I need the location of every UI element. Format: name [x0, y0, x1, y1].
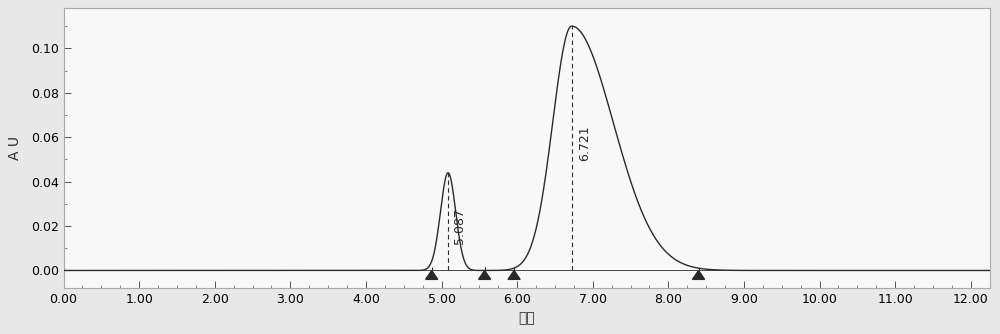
Polygon shape — [426, 271, 438, 279]
Polygon shape — [508, 271, 520, 279]
Y-axis label: A U: A U — [8, 136, 22, 160]
X-axis label: 分钟: 分钟 — [518, 312, 535, 326]
Polygon shape — [693, 271, 705, 279]
Text: 6.721: 6.721 — [578, 126, 591, 161]
Text: 5.087: 5.087 — [453, 208, 466, 244]
Polygon shape — [479, 271, 491, 279]
